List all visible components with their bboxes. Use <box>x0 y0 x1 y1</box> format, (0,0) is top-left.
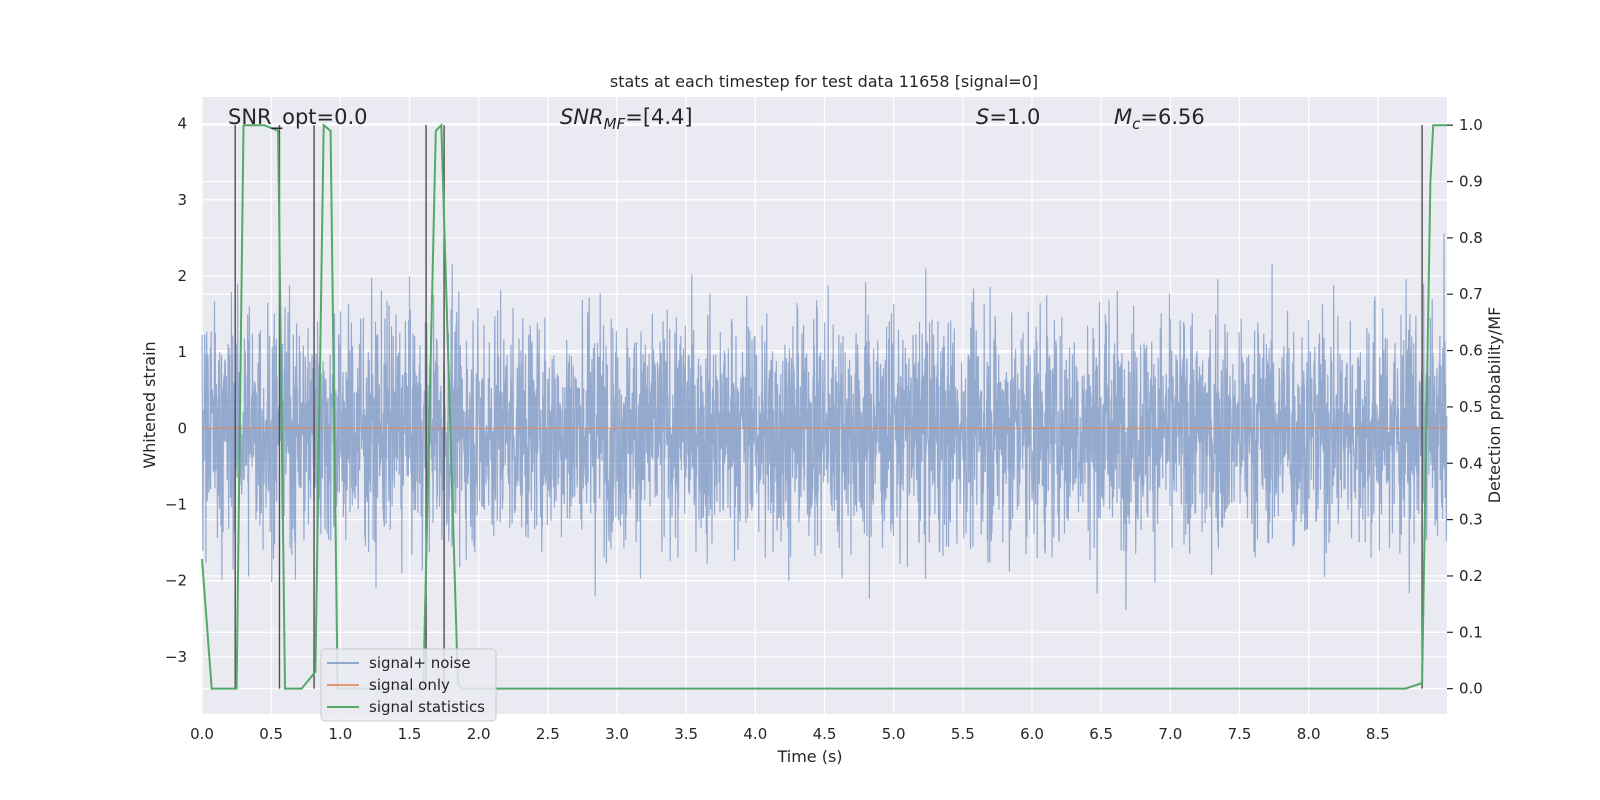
legend-label: signal statistics <box>369 698 485 716</box>
annotations: SNR_opt=0.0 SNRMF=[4.4] S=1.0 Mc=6.56 <box>228 105 1205 133</box>
x-tick-label: 2.5 <box>536 725 560 743</box>
y-tick-label: 3 <box>177 191 187 209</box>
x-tick-label: 1.0 <box>328 725 352 743</box>
y-tick-label: 2 <box>177 267 187 285</box>
y2-axis-label: Detection probability/MF <box>1485 307 1504 504</box>
y2-tick-label: 0.1 <box>1459 623 1483 641</box>
x-tick-label: 5.0 <box>882 725 906 743</box>
y2-tick-label: 0.5 <box>1459 398 1483 416</box>
x-tick-label: 2.0 <box>467 725 491 743</box>
y-tick-label: 1 <box>177 343 187 361</box>
y-tick-label: −2 <box>165 572 187 590</box>
noise-trace <box>201 233 1448 611</box>
x-tick-label: 7.5 <box>1228 725 1252 743</box>
y2-tick-label: 0.4 <box>1459 454 1483 472</box>
y2-tick-label: 0.7 <box>1459 285 1483 303</box>
annotation-snr_opt: SNR_opt=0.0 <box>228 105 368 130</box>
legend-label: signal only <box>369 676 450 694</box>
x-tick-label: 8.5 <box>1366 725 1390 743</box>
y-axis-label: Whitened strain <box>140 341 159 468</box>
x-tick-label: 8.0 <box>1297 725 1321 743</box>
annotation-s: S=1.0 <box>976 105 1040 129</box>
y2-tick-label: 0.3 <box>1459 511 1483 529</box>
x-tick-label: 3.5 <box>674 725 698 743</box>
x-tick-label: 4.0 <box>743 725 767 743</box>
x-tick-label: 6.0 <box>1020 725 1044 743</box>
y2-tick-label: 0.8 <box>1459 229 1483 247</box>
y2-tick-label: 0.2 <box>1459 567 1483 585</box>
legend-box <box>320 648 497 722</box>
y-tick-label: 0 <box>177 419 187 437</box>
y-ticks: −3 −2 −1 0 1 2 3 4 <box>165 115 187 666</box>
y2-tick-label: 0.9 <box>1459 173 1483 191</box>
noise-series <box>201 233 1448 611</box>
x-tick-label: 0.0 <box>190 725 214 743</box>
x-tick-label: 6.5 <box>1089 725 1113 743</box>
x-tick-label: 3.0 <box>605 725 629 743</box>
y-tick-label: −3 <box>165 648 187 666</box>
x-tick-label: 5.5 <box>951 725 975 743</box>
y-tick-label: 4 <box>177 115 187 133</box>
annotation-mc: Mc=6.56 <box>1114 105 1205 133</box>
legend: signal+ noise signal only signal statistic… <box>320 648 497 722</box>
chart-title: stats at each timestep for test data 116… <box>610 72 1038 91</box>
y2-tick-label: 1.0 <box>1459 116 1483 134</box>
y2-tick-label: 0.0 <box>1459 680 1483 698</box>
y2-tick-label: 0.6 <box>1459 342 1483 360</box>
x-ticks: 0.0 0.5 1.0 1.5 2.0 2.5 3.0 3.5 4.0 4.5 5.0 5.5 6.0 6… <box>190 725 1390 743</box>
x-tick-label: 7.0 <box>1158 725 1182 743</box>
x-tick-label: 4.5 <box>813 725 837 743</box>
x-tick-label: 1.5 <box>398 725 422 743</box>
x-tick-label: 0.5 <box>259 725 283 743</box>
y-tick-label: −1 <box>165 496 187 514</box>
legend-label: signal+ noise <box>369 654 471 672</box>
x-axis-label: Time (s) <box>776 747 842 766</box>
annotation-snr_mf: SNRMF=[4.4] <box>560 105 693 133</box>
y2-ticks: 0.0 0.1 0.2 0.3 0.4 0.5 0.6 0.7 0.8 0.9 1.0 <box>1447 116 1483 698</box>
